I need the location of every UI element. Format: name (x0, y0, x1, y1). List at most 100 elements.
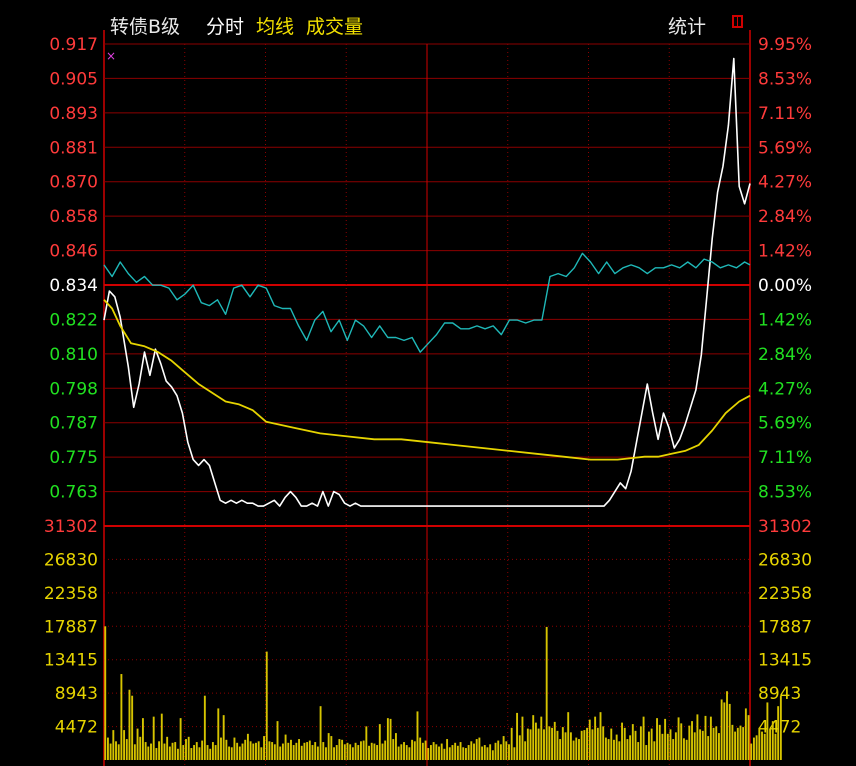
volume-bar (354, 742, 357, 760)
volume-bar (658, 724, 661, 760)
price-tick-label: 0.893 (49, 104, 98, 124)
volume-bar (144, 742, 147, 760)
volume-bar (171, 742, 174, 760)
volume-bar (666, 733, 669, 760)
stats-button[interactable]: 统计 (668, 16, 707, 38)
volume-tick-label-right: 17887 (758, 617, 812, 637)
volume-bar (281, 743, 284, 760)
volume-bar (279, 746, 282, 760)
volume-tick-label-left: 13415 (44, 651, 98, 671)
volume-bar (117, 744, 120, 760)
price-tick-label: 0.834 (49, 276, 98, 296)
volume-bar (548, 726, 551, 760)
volume-bar (688, 725, 691, 760)
volume-bar (308, 740, 311, 760)
volume-bar (726, 691, 728, 760)
price-tick-label: 0.917 (49, 35, 98, 55)
volume-bar (704, 715, 707, 760)
volume-bar (524, 741, 527, 760)
volume-bar (739, 725, 742, 760)
volume-bar (588, 719, 591, 760)
volume-bar (284, 734, 287, 760)
volume-tick-label-right: 8943 (758, 684, 801, 704)
volume-bar (664, 718, 667, 760)
volume-bar (141, 718, 144, 760)
volume-bar (206, 745, 209, 760)
volume-bar (322, 742, 325, 760)
percent-tick-label: 1.42% (758, 310, 812, 330)
volume-bar (532, 715, 535, 760)
volume-bar (777, 706, 780, 760)
percent-tick-label: 2.84% (758, 207, 812, 227)
window-toggle-icon[interactable] (732, 15, 743, 28)
volume-bar (273, 744, 276, 760)
tab-fenshi[interactable]: 分时 (206, 16, 245, 38)
volume-bar (413, 741, 416, 760)
volume-max-label-right: 31302 (758, 517, 812, 537)
volume-bar (534, 722, 537, 760)
volume-tick-label-left: 4472 (55, 718, 98, 738)
volume-bar (505, 741, 508, 760)
volume-bar (225, 739, 228, 760)
volume-bar (567, 712, 570, 760)
volume-bar (680, 723, 683, 760)
volume-bar (241, 743, 244, 760)
volume-tick-label-left: 8943 (55, 684, 98, 704)
volume-bar (623, 727, 626, 760)
volume-bar (268, 741, 271, 760)
volume-bar (747, 715, 750, 760)
volume-bar (618, 741, 621, 760)
volume-bar (642, 716, 645, 760)
volume-bar (133, 744, 136, 760)
volume-bar (483, 745, 486, 760)
volume-bar (287, 742, 290, 760)
volume-bar (249, 741, 252, 760)
volume-bar (220, 737, 222, 760)
volume-bar (578, 739, 580, 760)
volume-bar (545, 626, 548, 760)
volume-bar (701, 730, 704, 760)
volume-bar (314, 742, 317, 760)
price-tick-label: 0.787 (49, 414, 98, 434)
volume-bar (486, 747, 489, 760)
volume-bar (139, 736, 142, 760)
percent-tick-label: 5.69% (758, 414, 812, 434)
volume-bar (389, 718, 392, 760)
volume-bar (602, 726, 605, 760)
volume-bar (446, 739, 449, 760)
volume-bar (674, 732, 677, 760)
volume-bar (497, 740, 500, 760)
volume-bar (494, 742, 497, 760)
volume-bar (166, 736, 169, 760)
tab-average-line[interactable]: 均线 (256, 16, 295, 38)
volume-bar (351, 747, 354, 760)
percent-tick-label: 9.95% (758, 35, 812, 55)
percent-tick-label: 2.84% (758, 345, 812, 365)
volume-bar (502, 736, 505, 760)
volume-bar (236, 742, 239, 760)
security-name: 转债B级 (110, 16, 181, 38)
volume-bar (621, 722, 623, 760)
volume-bar (341, 739, 344, 760)
volume-bar (397, 746, 400, 760)
volume-bar (677, 717, 680, 760)
volume-bar (639, 726, 642, 760)
volume-bar (155, 748, 158, 760)
volume-bar (349, 744, 352, 760)
volume-bar (427, 748, 430, 760)
volume-bar (685, 739, 688, 760)
price-tick-label: 0.763 (49, 483, 98, 503)
volume-tick-label-right: 13415 (758, 651, 812, 671)
volume-bar (333, 747, 335, 760)
volume-bar (230, 747, 233, 760)
tab-volume[interactable]: 成交量 (306, 16, 364, 38)
volume-bar (395, 733, 397, 760)
volume-bar (491, 750, 494, 760)
volume-bar (338, 739, 341, 760)
window-toggle-icon-bar (737, 17, 738, 26)
volume-bar (435, 744, 438, 760)
volume-bar (696, 714, 699, 760)
price-line (103, 57, 751, 507)
volume-bar (752, 737, 755, 760)
